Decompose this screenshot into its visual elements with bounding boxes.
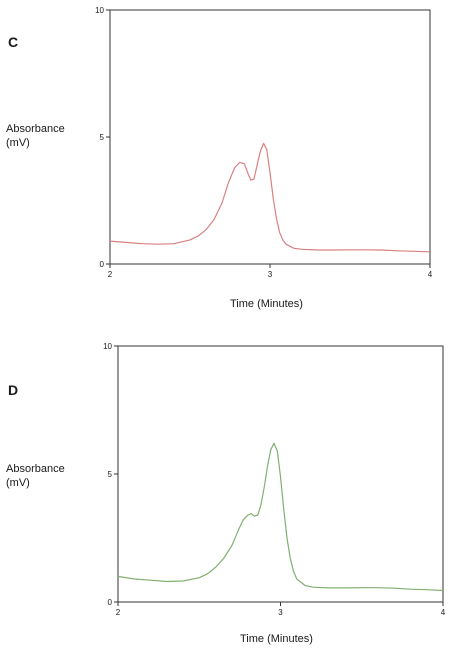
x-axis-label: Time (Minutes) [230, 298, 303, 310]
x-tick-label: 4 [428, 270, 433, 279]
y-axis-label: Absorbance (mV) [6, 123, 65, 149]
y-tick-label: 5 [100, 133, 105, 142]
y-tick-label: 5 [108, 470, 113, 479]
x-tick-label: 2 [108, 270, 113, 279]
chart-plot: 2 3 4 0 5 10 [103, 342, 446, 617]
y-tick-label: 0 [100, 260, 105, 269]
chart-plot: 2 3 4 0 5 10 [95, 6, 433, 279]
y-tick-label: 0 [108, 598, 113, 607]
plot-frame [109, 9, 431, 265]
chart-panel-c: C Absorbance (mV) Time (Minutes) 2 3 4 0 5 10 [6, 6, 433, 310]
y-tick-label: 10 [95, 6, 104, 15]
x-tick-label: 4 [441, 608, 446, 617]
series-line [117, 442, 444, 592]
y-axis-label: Absorbance (mV) [6, 463, 65, 489]
x-tick-label: 2 [116, 608, 121, 617]
panel-letter: D [8, 382, 19, 398]
x-tick-label: 3 [278, 608, 283, 617]
x-axis-label: Time (Minutes) [240, 633, 313, 645]
x-tick-label: 3 [268, 270, 273, 279]
chart-panel-d: D Absorbance (mV) Time (Minutes) 2 3 4 0 5 10 [0, 330, 451, 659]
y-tick-label: 10 [103, 342, 112, 351]
panel-letter: C [8, 34, 19, 50]
series-line [109, 142, 431, 253]
